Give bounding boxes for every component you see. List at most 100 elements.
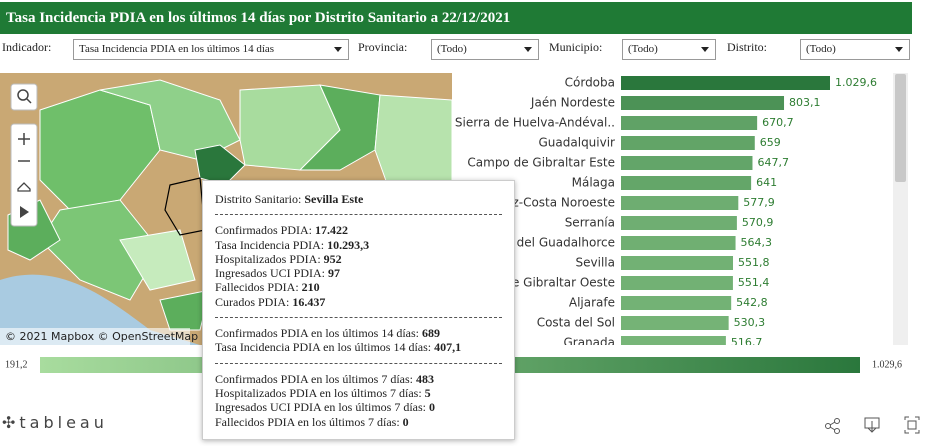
pan-button[interactable] [20,206,29,218]
tooltip-label: Fallecidos PDIA: [215,280,299,295]
filter-dropdown[interactable]: (Todo) [622,39,716,60]
tooltip-separator [215,362,502,364]
bar [621,76,830,90]
bar [621,176,752,190]
toolbar [825,416,920,434]
category-label: Málaga [572,176,615,190]
tooltip: Distrito Sanitario: Sevilla Este Confirma… [202,180,515,440]
logo-text: tableau [19,413,108,432]
filter-dropdown[interactable]: (Todo) [800,39,910,60]
tooltip-label: Ingresados UCI PDIA en los últimos 7 día… [215,400,426,415]
tooltip-label: Confirmados PDIA en los últimos 14 días: [215,326,419,341]
tooltip-value: 0 [429,400,435,415]
tooltip-label: Hospitalizados PDIA: [215,251,321,266]
bar [621,96,785,110]
dashboard-title: Tasa Incidencia PDIA en los últimos 14 d… [0,2,912,34]
tooltip-row: Ingresados UCI PDIA en los últimos 7 día… [215,400,502,414]
tooltip-label: Distrito Sanitario: [215,192,302,206]
category-label: Córdoba [565,76,615,90]
value-label: 1.029,6 [835,76,877,89]
bar [621,276,733,290]
tooltip-label: Ingresados UCI PDIA: [215,266,325,281]
tooltip-value: 483 [416,371,434,386]
bar [621,296,732,310]
filter-label: Provincia: [358,40,408,54]
bar [621,236,736,250]
tooltip-row: Confirmados PDIA: 17.422 [215,223,502,237]
category-label: Jerez-Costa Noroeste [488,196,615,210]
tooltip-label: Confirmados PDIA: [215,223,312,238]
home-button[interactable] [17,182,31,192]
tooltip-separator [215,214,502,216]
legend-label: 191,2 [5,359,28,370]
tooltip-value: 952 [323,251,342,266]
download-button[interactable] [864,417,880,433]
category-label: Granada [563,336,615,350]
value-label: 659 [760,136,781,149]
tooltip-row: Confirmados PDIA en los últimos 7 días: … [215,372,502,386]
tooltip-label: Fallecidos PDIA en los últimos 7 días: [215,414,400,429]
value-label: 516,7 [731,336,763,349]
filter-dropdown[interactable]: (Todo) [431,39,539,60]
tooltip-row: Tasa Incidencia PDIA: 10.293,3 [215,238,502,252]
tooltip-row: Fallecidos PDIA: 210 [215,280,502,294]
bar [621,116,758,130]
value-label: 670,7 [762,116,794,129]
value-label: 647,7 [757,156,789,169]
map-controls [10,83,38,227]
scrollbar-thumb[interactable] [895,74,906,182]
tooltip-row: Hospitalizados PDIA: 952 [215,252,502,266]
category-label: Costa del Sol [537,316,615,330]
category-label: Guadalquivir [539,136,616,150]
value-label: 551,4 [738,276,770,289]
tableau-logo[interactable]: ✣ tableau [2,413,108,432]
value-label: 530,3 [734,316,766,329]
tooltip-label: Hospitalizados PDIA en los últimos 7 día… [215,385,422,400]
tooltip-value: 210 [301,280,320,295]
tooltip-row: Distrito Sanitario: Sevilla Este [215,192,502,206]
bar [621,136,755,150]
tooltip-value: 16.437 [292,294,326,309]
tooltip-value: 97 [328,266,340,281]
tooltip-row: Curados PDIA: 16.437 [215,295,502,309]
map-attribution: © 2021 Mapbox © OpenStreetMap [5,330,198,343]
tooltip-row: Ingresados UCI PDIA: 97 [215,266,502,280]
category-label: Valle del Guadalhorce [484,236,615,250]
bar [621,316,729,330]
bar [621,336,726,345]
search-button[interactable] [10,83,38,111]
bar [621,196,739,210]
bar [621,256,734,270]
tooltip-value: 17.422 [315,223,348,238]
value-label: 542,8 [736,296,768,309]
category-label: Sevilla [576,256,615,270]
zoom-in-button[interactable] [18,133,30,145]
category-label: Campo de Gibraltar Este [467,156,615,170]
tooltip-label: Tasa Incidencia PDIA en los últimos 14 d… [215,340,432,355]
category-label: Jaén Nordeste [530,96,615,110]
bar [621,156,753,170]
tooltip-row: Fallecidos PDIA en los últimos 7 días: 0 [215,415,502,429]
tooltip-label: Curados PDIA: [215,294,290,309]
filter-label: Distrito: [727,40,768,54]
tooltip-value: 407,1 [434,340,462,355]
tooltip-separator [215,317,502,319]
filter-dropdown[interactable]: Tasa Incidencia PDIA en los últimos 14 d… [73,39,349,60]
tooltip-value: Sevilla Este [304,192,364,206]
value-label: 803,1 [789,96,821,109]
category-label: Aljarafe [569,296,615,310]
value-label: 564,3 [741,236,773,249]
tooltip-value: 0 [402,414,409,429]
tooltip-value: 689 [422,326,440,341]
tooltip-label: Tasa Incidencia PDIA: [215,237,325,252]
value-label: 577,9 [743,196,775,209]
tooltip-row: Hospitalizados PDIA en los últimos 7 día… [215,386,502,400]
tooltip-row: Tasa Incidencia PDIA en los últimos 14 d… [215,340,502,354]
legend-label: 1.029,6 [872,359,902,370]
tooltip-value: 10.293,3 [327,237,370,252]
fullscreen-button[interactable] [904,416,920,434]
tooltip-label: Confirmados PDIA en los últimos 7 días: [215,371,413,386]
value-label: 551,8 [738,256,770,269]
share-button[interactable] [825,418,840,434]
